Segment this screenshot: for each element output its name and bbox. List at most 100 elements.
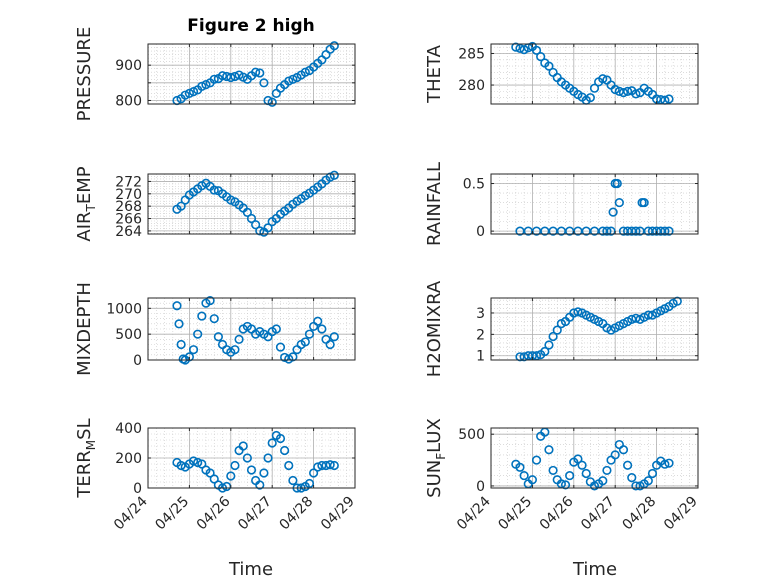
data-point <box>217 71 228 81</box>
data-point <box>325 339 335 350</box>
y-tick-label: 900 <box>115 58 142 74</box>
data-point <box>627 473 637 483</box>
y-tick-label: 500 <box>115 327 142 343</box>
data-point <box>174 319 184 329</box>
data-point <box>602 465 612 476</box>
data-point <box>325 460 335 470</box>
data-point <box>577 460 587 470</box>
x-tick-label: 04/25 <box>152 494 192 534</box>
data-point <box>618 445 629 455</box>
data-point <box>176 339 186 350</box>
data-point <box>565 470 575 481</box>
x-tick-label: 04/28 <box>620 494 660 534</box>
x-axis-label-right: Time <box>572 559 617 580</box>
data-point <box>267 97 277 107</box>
data-point <box>197 81 207 91</box>
data-point <box>280 445 290 456</box>
data-point <box>246 213 257 224</box>
data-point <box>660 459 670 469</box>
data-point <box>573 307 583 317</box>
data-point <box>300 337 310 347</box>
data-point <box>255 68 265 78</box>
x-axis-label-left: Time <box>228 559 273 580</box>
data-point <box>329 460 339 471</box>
data-point <box>585 93 595 103</box>
data-point <box>275 433 286 444</box>
plot-area <box>148 298 355 360</box>
plot-area <box>491 298 698 360</box>
data-point <box>608 207 618 217</box>
data-point <box>205 295 215 306</box>
data-point <box>631 89 641 99</box>
data-point <box>329 41 339 51</box>
data-point <box>267 438 277 448</box>
y-tick-label: 2 <box>476 327 485 343</box>
data-point <box>209 185 219 195</box>
data-point <box>197 311 207 321</box>
data-point <box>184 88 194 99</box>
data-point <box>275 342 286 352</box>
data-point <box>589 83 600 93</box>
data-point <box>255 480 265 490</box>
data-point <box>623 460 633 470</box>
data-point <box>242 207 252 217</box>
data-point <box>531 455 542 465</box>
data-point <box>246 465 257 475</box>
data-point <box>643 476 653 486</box>
data-point <box>660 226 670 236</box>
data-point <box>188 87 199 97</box>
y-tick-label: 270 <box>115 187 142 203</box>
x-tick-label: 04/26 <box>194 493 234 533</box>
y-tick-label: 800 <box>115 93 142 109</box>
x-tick-label: 04/24 <box>454 493 494 533</box>
data-point <box>643 310 653 320</box>
data-point <box>647 468 658 479</box>
data-point <box>172 301 182 311</box>
data-point <box>598 476 608 486</box>
data-point <box>209 74 219 84</box>
data-point <box>176 460 186 471</box>
data-point <box>226 471 236 481</box>
data-point <box>515 352 525 362</box>
data-point <box>598 74 608 84</box>
axes-box <box>490 43 699 105</box>
data-point <box>288 352 298 362</box>
data-point <box>230 460 240 471</box>
data-point <box>329 170 339 180</box>
data-point <box>184 352 194 362</box>
data-point <box>527 475 538 485</box>
data-point <box>511 42 521 52</box>
y-tick-label: 0 <box>133 353 142 369</box>
subplot-rainfall: 0 0.5 RAINFALL <box>424 162 699 246</box>
axes-box <box>147 173 356 235</box>
data-point <box>317 324 327 334</box>
y-tick-label: 200 <box>115 451 142 467</box>
data-point <box>193 329 203 339</box>
data-point <box>271 324 281 334</box>
axes-box <box>490 427 699 489</box>
y-tick-label: 280 <box>458 78 485 94</box>
y-tick-label: 400 <box>115 421 142 437</box>
data-point <box>188 345 199 355</box>
subplot-h2omixra: 1 2 3 H2OMIXRA <box>424 280 699 377</box>
data-point <box>304 478 315 489</box>
data-point <box>255 226 265 236</box>
data-point <box>313 316 323 326</box>
x-tick-label: 04/29 <box>318 494 358 534</box>
data-point <box>226 72 236 83</box>
data-point <box>242 453 252 463</box>
y-axis-label-h2omixra: H2OMIXRA <box>424 280 445 377</box>
y-tick-label: 285 <box>458 46 485 62</box>
data-point <box>531 45 542 55</box>
data-point <box>639 197 649 208</box>
data-point <box>631 481 641 491</box>
subplot-terr-msl: 0 200 400 TERRMSL 04/24 04/25 04/26 04/27 04/28 0… <box>74 418 358 533</box>
y-tick-label: 266 <box>115 212 142 228</box>
data-point <box>329 332 339 342</box>
data-point <box>540 346 550 357</box>
data-point <box>602 226 612 236</box>
data-point <box>664 226 674 236</box>
y-tick-label: 0 <box>476 479 485 495</box>
data-point <box>230 345 240 355</box>
